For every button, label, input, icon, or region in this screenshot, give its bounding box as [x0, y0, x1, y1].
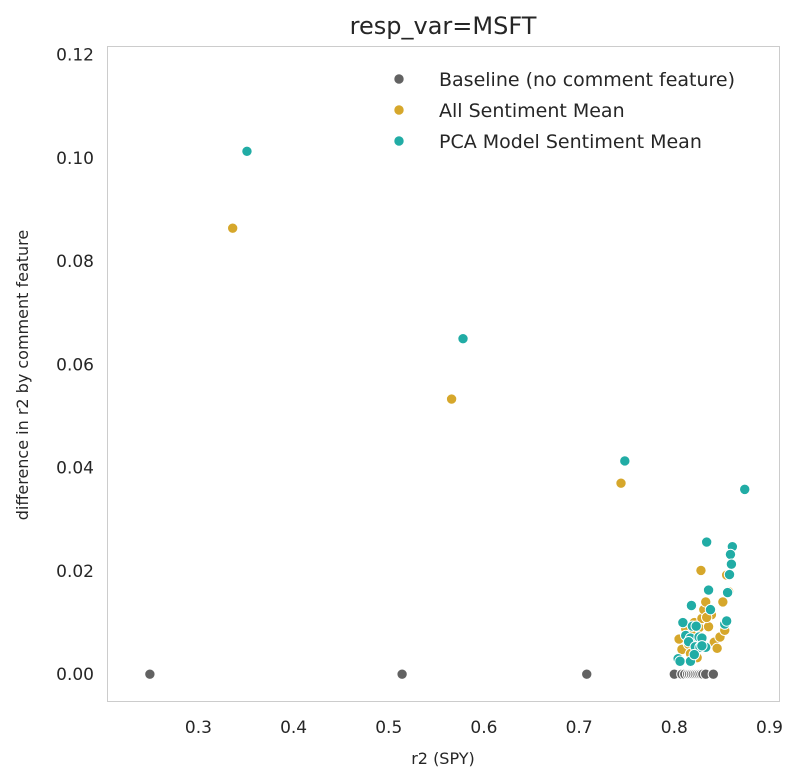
legend-label: PCA Model Sentiment Mean — [439, 131, 702, 153]
x-tick-label: 0.8 — [661, 718, 688, 738]
series-0-point — [144, 668, 156, 680]
series-0-point — [581, 668, 593, 680]
series-2-point — [704, 603, 717, 616]
series-1-point — [711, 642, 723, 655]
y-tick-label: 0.04 — [56, 459, 94, 479]
plot-frame — [108, 47, 779, 701]
x-tick-label: 0.4 — [280, 718, 307, 738]
series-1-point — [695, 564, 707, 577]
x-tick-label: 0.5 — [375, 718, 402, 738]
series-2-point — [619, 455, 631, 467]
series-2-point — [721, 586, 734, 599]
series-2-point — [241, 145, 253, 157]
series-2-point — [696, 640, 708, 652]
series-1-point — [702, 620, 715, 633]
series-2-point — [457, 332, 469, 345]
legend-label: Baseline (no comment feature) — [439, 69, 735, 91]
series-2-point — [677, 616, 689, 629]
x-tick-label: 0.3 — [185, 718, 212, 738]
x-axis-label: r2 (SPY) — [411, 749, 475, 768]
data-points — [144, 145, 751, 680]
series-1-point — [717, 596, 729, 608]
legend-marker — [393, 104, 405, 116]
y-tick-label: 0.08 — [56, 252, 94, 272]
x-tick-label: 0.7 — [566, 718, 593, 738]
y-tick-label: 0.10 — [56, 149, 94, 169]
legend-marker — [393, 135, 405, 147]
series-1-point — [615, 477, 627, 489]
y-axis-label: difference in r2 by comment feature — [13, 230, 32, 521]
y-tick-label: 0.00 — [56, 665, 94, 685]
legend: Baseline (no comment feature) All Sentime… — [393, 69, 735, 153]
chart-title: resp_var=MSFT — [350, 12, 537, 40]
series-2-point — [739, 483, 751, 496]
series-2-point — [690, 620, 702, 632]
series-0-point — [396, 668, 408, 680]
y-tick-label: 0.02 — [56, 562, 94, 582]
series-2-point — [702, 584, 715, 596]
series-2-point — [674, 655, 686, 667]
series-2-point — [725, 558, 738, 570]
series-0-point — [707, 668, 720, 680]
series-2-point — [720, 615, 733, 627]
y-tick-label: 0.12 — [56, 46, 94, 66]
legend-marker — [393, 73, 405, 85]
x-tick-label: 0.9 — [756, 718, 783, 738]
tick-labels: 0.3 0.4 0.5 0.6 0.7 0.8 0.9 0.00 0.02 0.04 0.06 0.0… — [56, 46, 783, 738]
series-2-point — [688, 648, 700, 661]
series-2-point — [700, 536, 713, 548]
series-2-point — [685, 599, 698, 612]
series-1-point — [445, 393, 458, 405]
plot-area — [108, 47, 779, 701]
legend-label: All Sentiment Mean — [439, 100, 625, 122]
y-tick-label: 0.06 — [56, 355, 94, 375]
x-tick-label: 0.6 — [470, 718, 497, 738]
series-2-point — [724, 548, 737, 561]
series-1-point — [226, 222, 239, 234]
series-2-point — [723, 568, 736, 581]
